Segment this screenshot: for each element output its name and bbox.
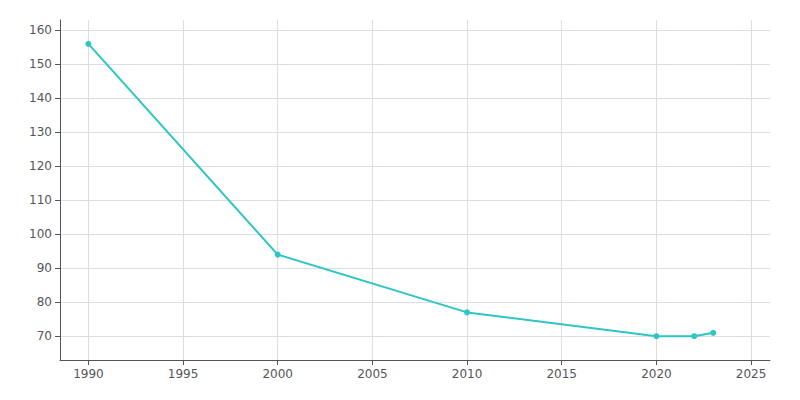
svg-text:2010: 2010 xyxy=(452,367,483,381)
svg-text:2015: 2015 xyxy=(546,367,577,381)
svg-text:150: 150 xyxy=(29,57,52,71)
svg-text:120: 120 xyxy=(29,159,52,173)
svg-text:70: 70 xyxy=(37,329,52,343)
svg-text:2020: 2020 xyxy=(641,367,672,381)
svg-text:1990: 1990 xyxy=(73,367,104,381)
svg-text:2000: 2000 xyxy=(262,367,293,381)
svg-text:90: 90 xyxy=(37,261,52,275)
svg-text:1995: 1995 xyxy=(168,367,199,381)
svg-text:110: 110 xyxy=(29,193,52,207)
svg-text:80: 80 xyxy=(37,295,52,309)
svg-text:140: 140 xyxy=(29,91,52,105)
svg-text:160: 160 xyxy=(29,23,52,37)
svg-text:130: 130 xyxy=(29,125,52,139)
svg-text:2005: 2005 xyxy=(357,367,388,381)
svg-text:100: 100 xyxy=(29,227,52,241)
svg-text:2025: 2025 xyxy=(736,367,767,381)
